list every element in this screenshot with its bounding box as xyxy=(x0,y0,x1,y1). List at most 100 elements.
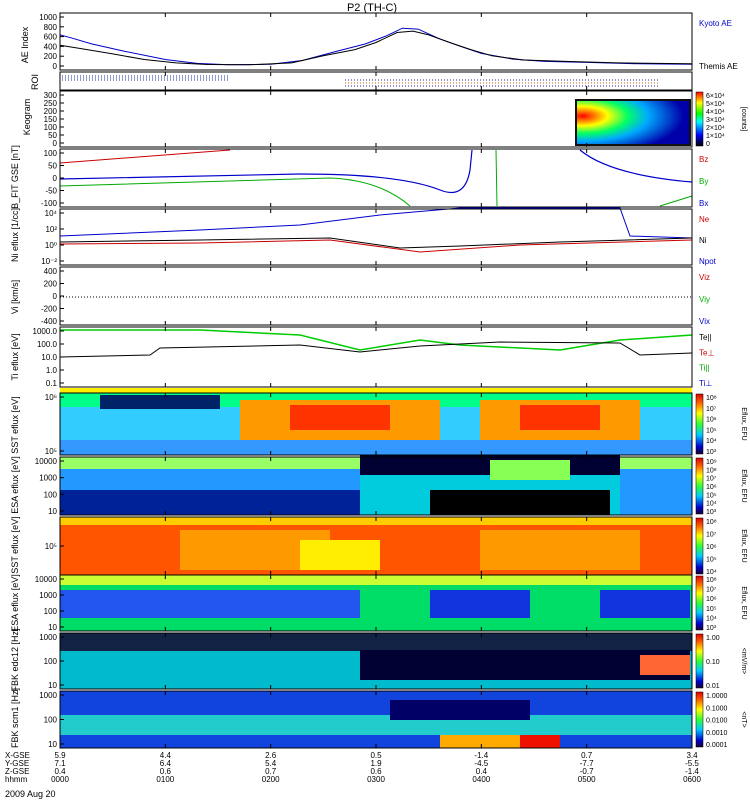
fbk-edc-dark xyxy=(360,650,690,680)
colorbar-tick: 0.0001 xyxy=(706,742,728,749)
x-row-value: -7.7 xyxy=(580,759,594,768)
x-row-value: -0.7 xyxy=(580,767,594,776)
y-tick-label: 10 xyxy=(48,681,57,690)
y-tick-label: 0.1 xyxy=(46,379,58,388)
spectrogram-layers xyxy=(60,75,692,748)
colorbar-tick: 10⁴ xyxy=(706,438,717,445)
y-tick-label: -100 xyxy=(41,199,58,208)
y-tick-label: 50 xyxy=(48,131,57,140)
legends: Kyoto AE Themis AE Bz By Bx Ne Ni Npot Viz Viy Vix… xyxy=(699,19,738,388)
legend-entry: Te⊥ xyxy=(699,348,714,357)
sst-i-blob xyxy=(300,540,380,570)
ni-line xyxy=(59,237,693,249)
y-tick-label: 200 xyxy=(44,280,58,289)
colorbar-unit: <nT> xyxy=(740,711,747,727)
panel-frame-density xyxy=(59,208,693,266)
x-row-value: 0600 xyxy=(683,775,701,784)
y-tick-label: 1000 xyxy=(39,474,57,483)
colorbar-fbk_scm xyxy=(695,691,704,748)
x-row-label: Y-GSE xyxy=(5,759,29,768)
ylabel-keogram: Keogram xyxy=(22,99,32,136)
x-row-value: -4.5 xyxy=(474,759,488,768)
colorbar-tick: 10⁹ xyxy=(706,459,717,466)
legend-entry: Bz xyxy=(699,155,708,164)
fbk-scm-hot2 xyxy=(520,735,560,748)
colorbar-tick: 0.01 xyxy=(706,683,720,690)
legend-entry: Npot xyxy=(699,257,717,266)
panel-frame-velocity xyxy=(59,266,693,326)
esa-e-void xyxy=(430,490,610,515)
y-tick-label: 0 xyxy=(53,139,58,148)
colorbar-fbk_edc xyxy=(695,633,704,689)
ylabel-esa-e: ESA eflux [eV] xyxy=(10,456,20,514)
by-line-2 xyxy=(495,149,693,207)
legend-entry: Bx xyxy=(699,199,708,208)
ylabel-ae: AE Index xyxy=(20,26,30,63)
y-tick-label: 250 xyxy=(44,99,58,108)
colorbar-tick: 10⁶ xyxy=(706,417,717,424)
x-row-value: -1.4 xyxy=(474,751,488,760)
x-axis-block: X-GSE 5.9 4.4 2.6 0.5 -1.4 0.7 3.4 Y-GSE 7.1 6.4 5.… xyxy=(5,751,701,784)
esa-i-band xyxy=(600,590,690,618)
x-row-value: 0.6 xyxy=(160,767,172,776)
legend-entry: Viy xyxy=(699,295,710,304)
colorbar-tick: 10⁶ xyxy=(706,544,717,551)
colorbar-tick: 0.0010 xyxy=(706,730,728,737)
esa-e-blob xyxy=(490,460,570,480)
legend-entry: Ti⊥ xyxy=(699,379,712,388)
fbk-edc-hot xyxy=(640,655,690,675)
colorbar-tick: 3×10⁴ xyxy=(706,117,725,124)
ylabel-sst-i: SST eflux [eV] xyxy=(10,516,20,573)
colorbar-tick: 10⁵ xyxy=(706,606,717,613)
legend-entry: Ne xyxy=(699,215,710,224)
y-tick-label: 10000 xyxy=(35,575,58,584)
y-tick-label: 200 xyxy=(44,52,58,61)
colorbar-tick: 0 xyxy=(706,141,710,148)
y-tick-label: 10⁴ xyxy=(45,209,58,218)
bx-line xyxy=(59,149,473,194)
y-tick-label: -400 xyxy=(41,317,58,326)
y-tick-label: 10⁶ xyxy=(45,393,57,402)
x-row-value: 5.4 xyxy=(265,759,277,768)
colorbar-unit: Eflux, EFU xyxy=(740,407,747,440)
fbk-edc-top xyxy=(60,633,692,651)
x-row-value: 0.7 xyxy=(581,751,593,760)
colorbar-tick: 0.1000 xyxy=(706,705,728,712)
y-tick-label: 10⁵ xyxy=(45,447,57,456)
sst-e-dark xyxy=(100,395,220,409)
ylabel-fbk-scm: FBK scm1 [Hz] xyxy=(10,688,20,748)
sst-e-core xyxy=(290,405,390,430)
sst-e-low xyxy=(60,440,692,455)
legend-entry: Te|| xyxy=(699,333,712,342)
ne-line xyxy=(59,239,693,253)
bx-line-2 xyxy=(579,149,693,183)
colorbar-tick: 10⁷ xyxy=(706,476,717,483)
x-row-value: 0300 xyxy=(367,775,385,784)
y-tick-label: 100 xyxy=(44,716,58,725)
x-row-value: 2.6 xyxy=(265,751,277,760)
colorbar-tick: 2×10⁴ xyxy=(706,125,725,132)
x-row-value: 6.4 xyxy=(160,759,172,768)
y-tick-label: 0 xyxy=(53,174,58,183)
y-tick-labels: 1000800600400200030025020015010050010050… xyxy=(33,13,64,749)
y-tick-label: 10 xyxy=(48,507,57,516)
colorbar-unit: Eflux, EFU xyxy=(740,586,747,619)
colorbar-tick: 0.0100 xyxy=(706,718,728,725)
colorbar-tick: 6×10⁴ xyxy=(706,93,725,100)
esa-i-band xyxy=(430,590,530,618)
y-tick-label: 100 xyxy=(44,490,58,499)
colorbar-tick: 10³ xyxy=(706,509,717,516)
y-tick-label: 50 xyxy=(48,162,57,171)
x-row-value: 0400 xyxy=(472,775,490,784)
legend-entry: Viz xyxy=(699,273,710,282)
panel-frame-temperature xyxy=(59,326,693,388)
colorbar-unit: Eflux, EFU xyxy=(740,529,747,562)
x-row-label: Z-GSE xyxy=(5,767,29,776)
panel-frame-bfield xyxy=(59,148,693,208)
colorbar-tick: 1.00 xyxy=(706,635,720,642)
colorbar-tick: 10⁵ xyxy=(706,492,717,499)
colorbar-tick: 5×10⁴ xyxy=(706,101,725,108)
y-tick-label: 10.0 xyxy=(41,353,57,362)
y-tick-label: 0 xyxy=(53,292,58,301)
